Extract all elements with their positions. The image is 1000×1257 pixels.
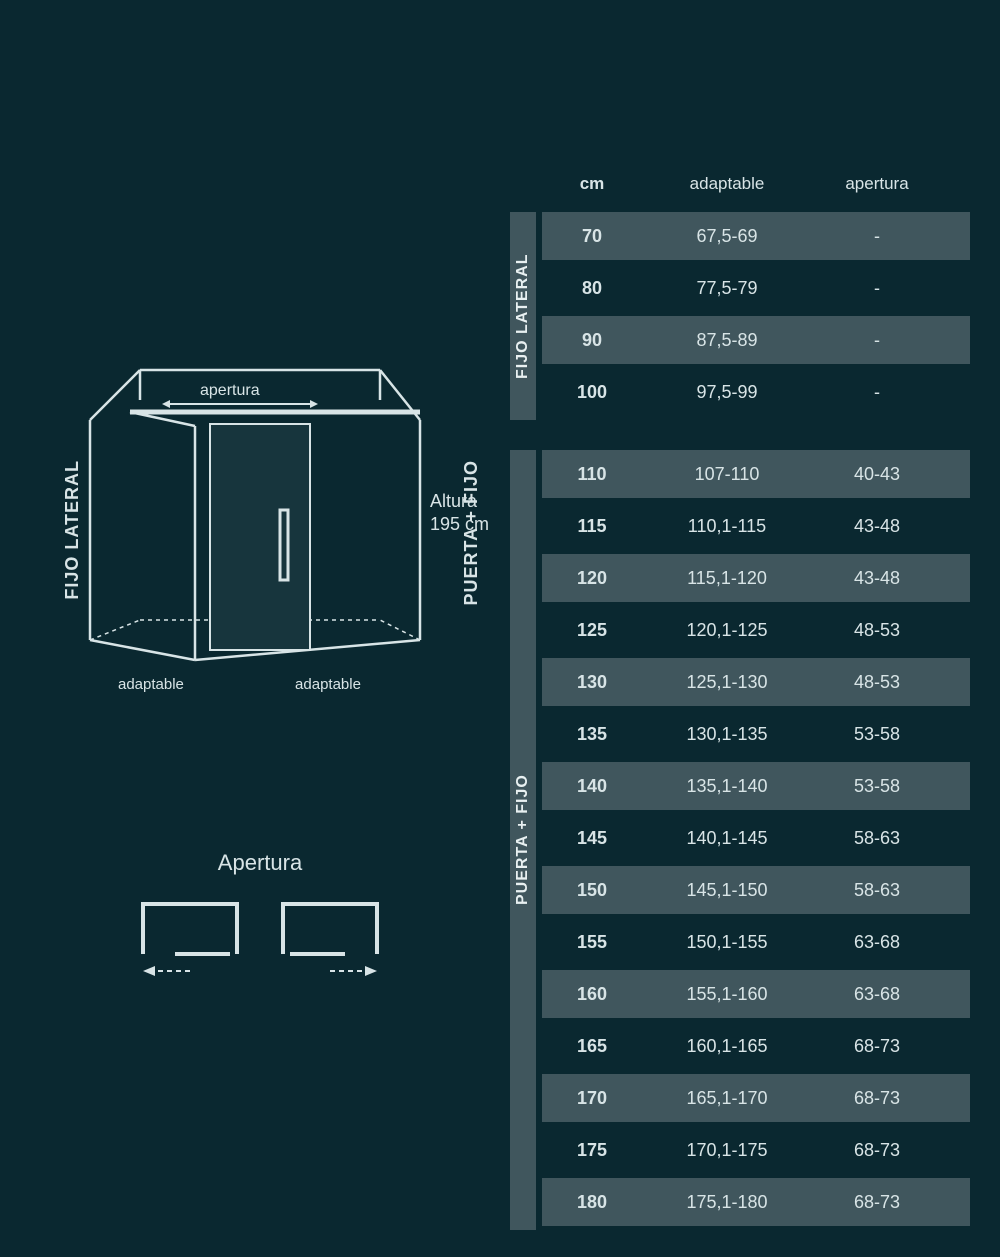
cell-cm: 115 bbox=[542, 516, 642, 537]
diagram-left-label: FIJO LATERAL bbox=[62, 460, 83, 600]
cell-apertura: 58-63 bbox=[812, 880, 942, 901]
cell-cm: 90 bbox=[542, 330, 642, 351]
table-row: 135130,1-13553-58 bbox=[542, 710, 970, 758]
cell-cm: 80 bbox=[542, 278, 642, 299]
table-row: 10097,5-99- bbox=[542, 368, 970, 416]
cell-cm: 110 bbox=[542, 464, 642, 485]
cell-apertura: - bbox=[812, 382, 942, 403]
cell-adaptable: 125,1-130 bbox=[642, 672, 812, 693]
cell-apertura: 68-73 bbox=[812, 1140, 942, 1161]
diagram-bottom-left: adaptable bbox=[118, 676, 218, 693]
cell-apertura: 48-53 bbox=[812, 672, 942, 693]
table-row: 180175,1-18068-73 bbox=[542, 1178, 970, 1226]
cell-apertura: - bbox=[812, 330, 942, 351]
table-row: 120115,1-12043-48 bbox=[542, 554, 970, 602]
cell-apertura: 63-68 bbox=[812, 984, 942, 1005]
cell-cm: 100 bbox=[542, 382, 642, 403]
cell-adaptable: 110,1-115 bbox=[642, 516, 812, 537]
table-row: 150145,1-15058-63 bbox=[542, 866, 970, 914]
shower-diagram: FIJO LATERAL PUERTA + FIJO apertura bbox=[80, 360, 460, 740]
cell-adaptable: 165,1-170 bbox=[642, 1088, 812, 1109]
cell-adaptable: 77,5-79 bbox=[642, 278, 812, 299]
cell-apertura: 68-73 bbox=[812, 1192, 942, 1213]
cell-apertura: 68-73 bbox=[812, 1036, 942, 1057]
cell-cm: 70 bbox=[542, 226, 642, 247]
cell-cm: 145 bbox=[542, 828, 642, 849]
cell-adaptable: 87,5-89 bbox=[642, 330, 812, 351]
apertura-left-icon bbox=[135, 896, 245, 986]
header-cm: cm bbox=[542, 174, 642, 194]
cell-cm: 125 bbox=[542, 620, 642, 641]
table-row: 165160,1-16568-73 bbox=[542, 1022, 970, 1070]
table-row: 160155,1-16063-68 bbox=[542, 970, 970, 1018]
cell-adaptable: 150,1-155 bbox=[642, 932, 812, 953]
cell-apertura: - bbox=[812, 278, 942, 299]
cell-apertura: 48-53 bbox=[812, 620, 942, 641]
table-row: 110107-11040-43 bbox=[542, 450, 970, 498]
cell-adaptable: 140,1-145 bbox=[642, 828, 812, 849]
cell-adaptable: 67,5-69 bbox=[642, 226, 812, 247]
header-apertura: apertura bbox=[812, 174, 942, 194]
table-row: 9087,5-89- bbox=[542, 316, 970, 364]
cell-cm: 140 bbox=[542, 776, 642, 797]
cell-adaptable: 135,1-140 bbox=[642, 776, 812, 797]
cell-cm: 165 bbox=[542, 1036, 642, 1057]
cell-apertura: 40-43 bbox=[812, 464, 942, 485]
diagram-bottom-right: adaptable bbox=[218, 676, 438, 693]
cell-cm: 135 bbox=[542, 724, 642, 745]
table-row: 115110,1-11543-48 bbox=[542, 502, 970, 550]
table-row: 155150,1-15563-68 bbox=[542, 918, 970, 966]
cell-apertura: - bbox=[812, 226, 942, 247]
cell-cm: 160 bbox=[542, 984, 642, 1005]
cell-cm: 150 bbox=[542, 880, 642, 901]
cell-cm: 175 bbox=[542, 1140, 642, 1161]
cell-adaptable: 170,1-175 bbox=[642, 1140, 812, 1161]
table-row: 175170,1-17568-73 bbox=[542, 1126, 970, 1174]
table-header: cm adaptable apertura bbox=[542, 160, 970, 208]
cell-apertura: 43-48 bbox=[812, 568, 942, 589]
height-label: Altura 195 cm bbox=[430, 490, 489, 537]
apertura-title: Apertura bbox=[120, 850, 400, 876]
table-row: 7067,5-69- bbox=[542, 212, 970, 260]
cell-adaptable: 175,1-180 bbox=[642, 1192, 812, 1213]
cell-apertura: 53-58 bbox=[812, 776, 942, 797]
table-row: 140135,1-14053-58 bbox=[542, 762, 970, 810]
fijo-lateral-label: FIJO LATERAL bbox=[510, 212, 536, 420]
table-puerta-fijo: PUERTA + FIJO 110107-11040-43115110,1-11… bbox=[510, 450, 970, 1230]
cell-cm: 170 bbox=[542, 1088, 642, 1109]
cell-adaptable: 115,1-120 bbox=[642, 568, 812, 589]
shower-enclosure-svg bbox=[80, 360, 440, 700]
table-row: 125120,1-12548-53 bbox=[542, 606, 970, 654]
cell-adaptable: 145,1-150 bbox=[642, 880, 812, 901]
table-row: 170165,1-17068-73 bbox=[542, 1074, 970, 1122]
cell-adaptable: 155,1-160 bbox=[642, 984, 812, 1005]
cell-adaptable: 97,5-99 bbox=[642, 382, 812, 403]
cell-adaptable: 130,1-135 bbox=[642, 724, 812, 745]
apertura-section: Apertura bbox=[120, 850, 400, 986]
cell-cm: 120 bbox=[542, 568, 642, 589]
cell-cm: 180 bbox=[542, 1192, 642, 1213]
cell-apertura: 43-48 bbox=[812, 516, 942, 537]
puerta-fijo-label: PUERTA + FIJO bbox=[510, 450, 536, 1230]
table-row: 8077,5-79- bbox=[542, 264, 970, 312]
cell-apertura: 53-58 bbox=[812, 724, 942, 745]
diagram-top-label: apertura bbox=[200, 382, 260, 400]
cell-apertura: 63-68 bbox=[812, 932, 942, 953]
cell-adaptable: 160,1-165 bbox=[642, 1036, 812, 1057]
table-row: 130125,1-13048-53 bbox=[542, 658, 970, 706]
cell-cm: 130 bbox=[542, 672, 642, 693]
cell-apertura: 68-73 bbox=[812, 1088, 942, 1109]
cell-cm: 155 bbox=[542, 932, 642, 953]
header-adaptable: adaptable bbox=[642, 174, 812, 194]
table-row: 145140,1-14558-63 bbox=[542, 814, 970, 862]
table-fijo-lateral: FIJO LATERAL 7067,5-69-8077,5-79-9087,5-… bbox=[510, 212, 970, 420]
cell-adaptable: 120,1-125 bbox=[642, 620, 812, 641]
apertura-right-icon bbox=[275, 896, 385, 986]
cell-adaptable: 107-110 bbox=[642, 464, 812, 485]
cell-apertura: 58-63 bbox=[812, 828, 942, 849]
